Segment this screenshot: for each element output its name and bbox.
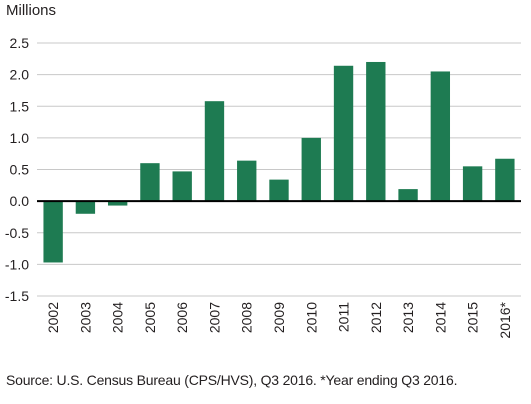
x-tick-label: 2015	[465, 302, 481, 333]
bar-2011	[333, 65, 354, 202]
x-tick-labels: 2002 2003 2004 2005 2006 2007 2008 2009 2010 2011…	[45, 301, 513, 338]
bar-2003	[75, 201, 96, 214]
bar-2005	[140, 163, 160, 202]
y-tick-label: -1.0	[5, 256, 29, 272]
x-tick-label: 2005	[142, 302, 158, 333]
bar-2012	[366, 61, 386, 202]
unit-label: Millions	[6, 2, 57, 19]
source-note: Source: U.S. Census Bureau (CPS/HVS), Q3…	[6, 372, 458, 388]
bar-2006	[172, 171, 192, 202]
x-tick-label: 2008	[239, 302, 255, 333]
y-tick-labels: 2.5 2.0 1.5 1.0 0.5 0.0 -0.5 -1.0 -1.5	[5, 35, 29, 304]
y-tick-label: 2.0	[10, 67, 30, 83]
bar-2002	[43, 201, 63, 263]
bar-2009	[269, 179, 289, 202]
x-tick-label: 2016*	[497, 301, 513, 338]
x-tick-label: 2006	[174, 302, 190, 333]
x-tick-label: 2014	[432, 302, 448, 333]
bar-2004	[107, 201, 128, 206]
y-tick-label: -0.5	[5, 225, 29, 241]
y-tick-label: 0.5	[10, 162, 30, 178]
x-tick-label: 2011	[336, 302, 352, 332]
bar-2007	[204, 101, 225, 202]
x-tick-label: 2010	[303, 302, 319, 333]
y-tick-label: 2.5	[10, 35, 30, 51]
y-tick-label: 0.0	[10, 193, 30, 209]
x-tick-label: 2002	[45, 302, 61, 333]
x-tick-label: 2003	[77, 302, 93, 333]
x-tick-label: 2009	[271, 302, 287, 333]
bar-2015	[462, 166, 483, 202]
y-tick-label: 1.0	[10, 130, 30, 146]
x-tick-label: 2012	[368, 302, 384, 333]
y-tick-label: -1.5	[5, 288, 29, 304]
bars	[43, 61, 515, 263]
bar-2013	[398, 189, 418, 202]
bar-2010	[301, 137, 321, 202]
bar-chart: 2.52.01.51.00.50.0-0.5-1.0-1.5 2002 2003 2…	[5, 35, 521, 339]
x-tick-label: 2013	[400, 302, 416, 333]
bar-2014	[430, 71, 451, 202]
y-tick-label: 1.5	[10, 98, 30, 114]
x-tick-label: 2004	[110, 302, 126, 333]
bar-2016	[495, 158, 515, 202]
x-tick-label: 2007	[206, 302, 222, 333]
bar-2008	[237, 160, 257, 202]
